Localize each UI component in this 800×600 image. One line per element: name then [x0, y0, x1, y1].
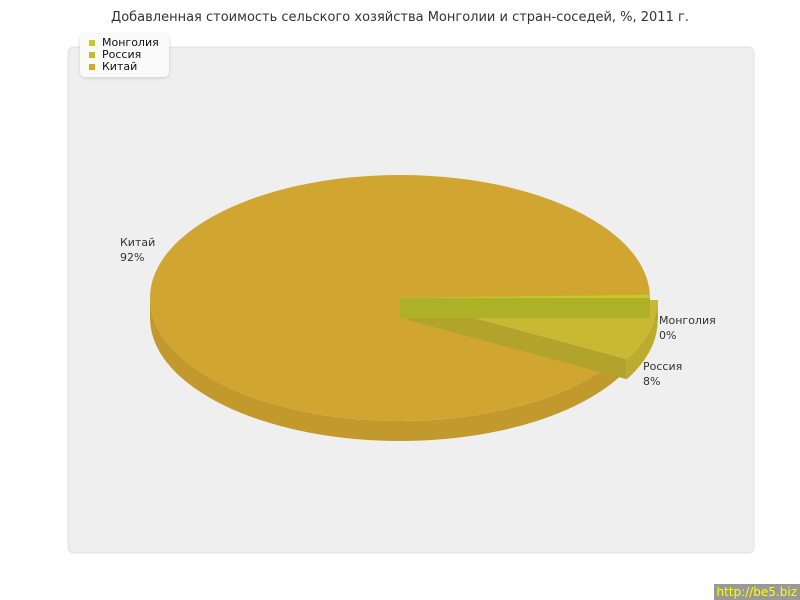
slice-label-value: 8%: [643, 375, 660, 388]
legend: Монголия Россия Китай: [80, 34, 169, 77]
legend-label: Китай: [102, 60, 138, 73]
slice-label-value: 92%: [120, 251, 144, 264]
legend-swatch: [89, 40, 95, 46]
legend-label: Монголия: [102, 36, 159, 49]
chart-title: Добавленная стоимость сельского хозяйств…: [111, 10, 689, 25]
slice-label-name: Россия: [643, 360, 682, 373]
legend-label: Россия: [102, 48, 142, 61]
slice-label: Россия 8%: [643, 360, 682, 388]
slice-side: [150, 298, 620, 441]
slice-top: [150, 175, 650, 422]
slice-side: [626, 299, 658, 380]
legend-item-russia[interactable]: Россия: [89, 49, 159, 61]
slice-label-name: Монголия: [659, 314, 716, 327]
watermark: http://be5.biz: [713, 584, 800, 600]
slice-cut: [400, 298, 650, 318]
slice-0[interactable]: [400, 294, 650, 318]
legend-swatch: [89, 52, 95, 58]
slice-label: Монголия 0%: [659, 314, 716, 342]
slice-label: Китай 92%: [120, 236, 155, 264]
legend-swatch: [89, 64, 95, 70]
legend-item-mongolia[interactable]: Монголия: [89, 37, 159, 49]
legend-item-china[interactable]: Китай: [89, 61, 159, 73]
slice-top: [400, 294, 650, 298]
slice-label-value: 0%: [659, 329, 676, 342]
slice-cut: [407, 299, 627, 380]
slice-label-name: Китай: [120, 236, 155, 249]
